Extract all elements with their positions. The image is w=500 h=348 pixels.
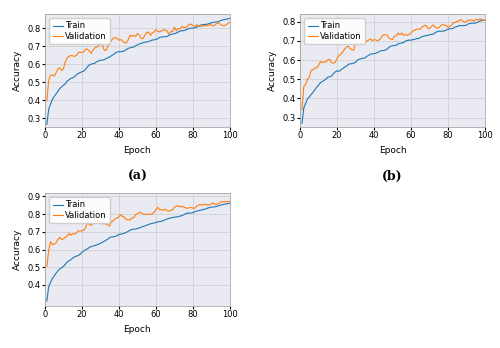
- Train: [86, 245, 92, 250]
- Validation: [299, 108, 305, 112]
- Train: [153, 37, 159, 41]
- Train: [86, 63, 92, 67]
- Validation: [44, 264, 50, 269]
- Validation: [79, 50, 85, 55]
- Validation: [86, 222, 92, 227]
- Train: [408, 38, 414, 42]
- Train: [482, 18, 488, 22]
- Validation: [227, 199, 233, 204]
- Train: [299, 121, 305, 125]
- Train: [44, 299, 50, 303]
- Validation: [212, 23, 218, 27]
- Train: [212, 205, 218, 209]
- Train: [334, 69, 340, 73]
- Train: [218, 18, 224, 23]
- Validation: [44, 99, 50, 103]
- Legend: Train, Validation: Train, Validation: [49, 197, 110, 223]
- Train: [218, 203, 224, 207]
- Train: [138, 225, 144, 229]
- Validation: [467, 18, 473, 23]
- Validation: [153, 27, 159, 32]
- Train: [473, 21, 479, 25]
- Legend: Train, Validation: Train, Validation: [304, 18, 365, 45]
- Legend: Train, Validation: Train, Validation: [49, 18, 110, 45]
- Validation: [334, 56, 340, 61]
- Validation: [478, 17, 484, 21]
- Validation: [227, 20, 233, 24]
- X-axis label: Epoch: Epoch: [124, 146, 151, 155]
- Line: Train: Train: [47, 18, 230, 124]
- Y-axis label: Accuracy: Accuracy: [13, 229, 22, 270]
- Train: [227, 201, 233, 205]
- Text: (b): (b): [382, 170, 403, 183]
- Train: [138, 41, 144, 46]
- Train: [44, 122, 50, 126]
- X-axis label: Epoch: Epoch: [379, 146, 406, 155]
- Train: [342, 65, 347, 69]
- Validation: [473, 17, 479, 22]
- Train: [467, 22, 473, 26]
- Y-axis label: Accuracy: Accuracy: [13, 50, 22, 91]
- Validation: [408, 31, 414, 35]
- Train: [394, 43, 400, 47]
- Validation: [86, 49, 92, 53]
- Text: (a): (a): [128, 170, 148, 183]
- Line: Train: Train: [47, 203, 230, 301]
- Validation: [482, 18, 488, 22]
- Train: [227, 16, 233, 21]
- Validation: [394, 34, 400, 38]
- Validation: [218, 200, 224, 204]
- Validation: [225, 199, 231, 204]
- Train: [79, 70, 85, 74]
- Line: Validation: Validation: [47, 22, 230, 101]
- Validation: [138, 37, 144, 41]
- Line: Validation: Validation: [302, 19, 485, 110]
- Validation: [79, 229, 85, 233]
- Validation: [212, 202, 218, 206]
- Line: Train: Train: [302, 20, 485, 123]
- X-axis label: Epoch: Epoch: [124, 325, 151, 334]
- Validation: [342, 47, 347, 52]
- Validation: [138, 211, 144, 215]
- Line: Validation: Validation: [47, 201, 230, 267]
- Train: [79, 250, 85, 254]
- Train: [153, 220, 159, 224]
- Train: [212, 20, 218, 24]
- Validation: [218, 22, 224, 26]
- Y-axis label: Accuracy: Accuracy: [268, 50, 277, 91]
- Validation: [153, 207, 159, 212]
